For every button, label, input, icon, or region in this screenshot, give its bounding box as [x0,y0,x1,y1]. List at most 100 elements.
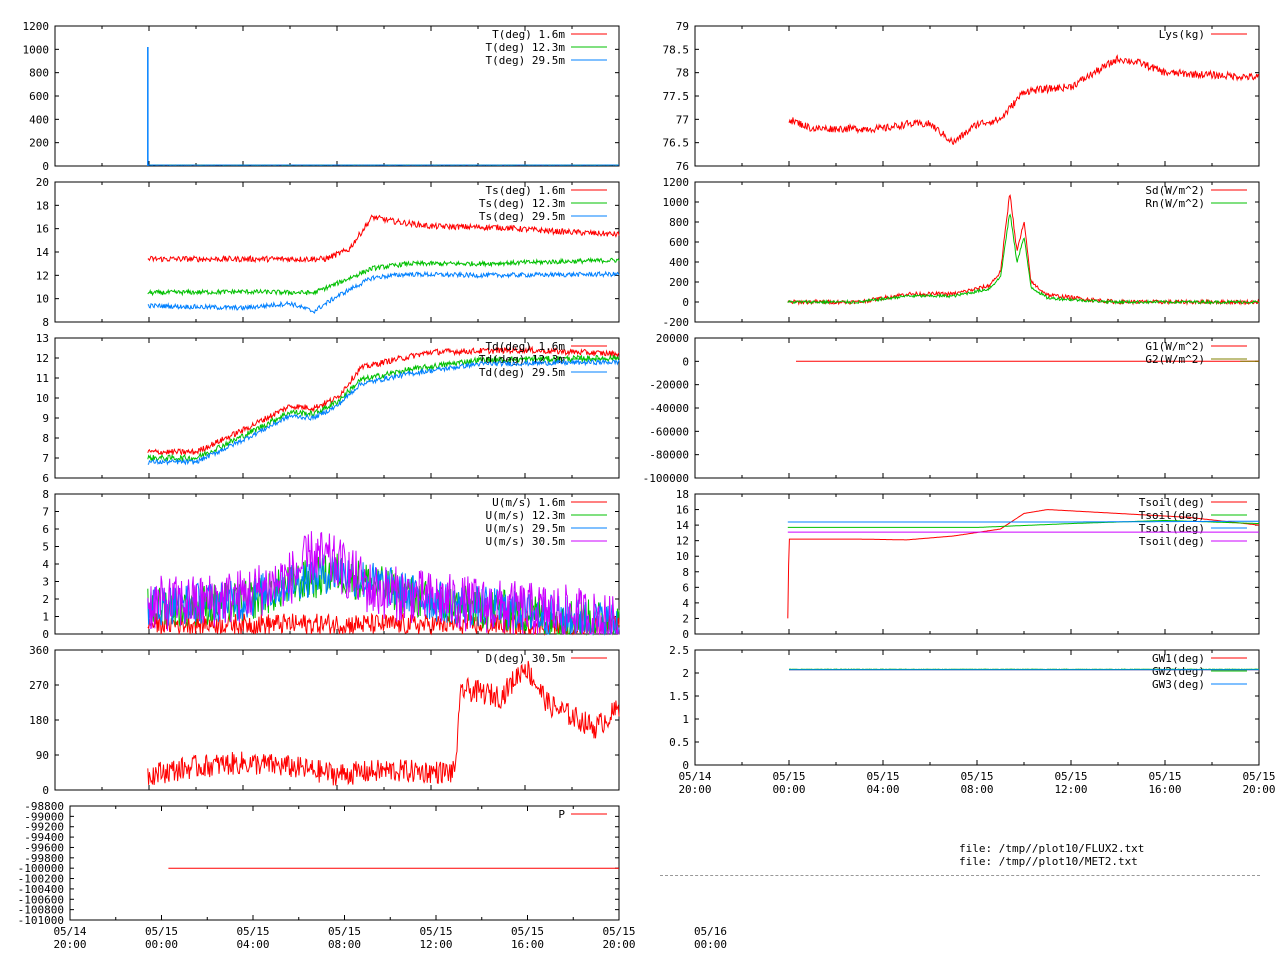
y-tick-label: 6 [42,472,49,485]
x-tick-label-date: 05/14 [53,925,86,938]
y-tick-label: 1 [42,611,49,624]
y-tick-label: 8 [682,566,689,579]
y-tick-label: 360 [29,644,49,657]
x-tick-label-date: 05/15 [772,770,805,783]
x-tick-label-time: 20:00 [678,783,711,796]
legend-label: U(m/s) 1.6m [492,496,565,509]
legend-label: GW2(deg) [1152,665,1205,678]
y-tick-label: -100000 [18,862,64,875]
y-tick-label: 10 [36,392,49,405]
y-tick-label: 800 [29,67,49,80]
y-tick-label: -40000 [649,402,689,415]
series-line-Lys-0 [788,54,1260,145]
y-tick-label: -100200 [18,873,64,886]
y-tick-label: 0 [682,296,689,309]
y-tick-label: 78.5 [663,43,690,56]
legend-label: T(deg) 29.5m [486,54,566,67]
legend-label: GW1(deg) [1152,652,1205,665]
y-tick-label: 90 [36,749,49,762]
y-tick-label: -99800 [24,852,64,865]
y-tick-label: 600 [669,236,689,249]
y-tick-label: -100800 [18,904,64,917]
x-tick-label-time: 00:00 [772,783,805,796]
legend-label: Tsoil(deg) [1139,496,1205,509]
x-tick-label-time: 16:00 [511,938,544,951]
x-tick-label-date: 05/16 [694,925,727,938]
x-tick-label-time: 04:00 [236,938,269,951]
y-tick-label: 7 [42,452,49,465]
series-line-Tsoil-1 [787,519,1260,528]
x-tick-label-time: 00:00 [694,938,727,951]
legend-label: Lys(kg) [1159,28,1205,41]
legend-label: Ts(deg) 1.6m [486,184,566,197]
y-tick-label: 16 [676,504,689,517]
y-tick-label: 8 [42,488,49,501]
y-tick-label: 1000 [663,196,690,209]
series-line-Tsoil-0 [787,509,1260,619]
x-tick-label-time: 12:00 [419,938,452,951]
x-tick-label-time: 08:00 [328,938,361,951]
series-line-Ts-0 [147,214,620,264]
y-tick-label: -20000 [649,379,689,392]
series-line-Ts-1 [147,256,620,297]
y-tick-label: 270 [29,679,49,692]
y-tick-label: 20000 [656,332,689,345]
y-tick-label: 9 [42,412,49,425]
y-tick-label: 800 [669,216,689,229]
y-tick-label: -99000 [24,810,64,823]
y-tick-label: 8 [42,432,49,445]
file-label-flux: file: /tmp//plot10/FLUX2.txt [959,842,1145,855]
y-tick-label: 2.5 [669,644,689,657]
series-line-Ts-2 [147,270,620,314]
y-tick-label: 0 [682,628,689,641]
y-tick-label: 79 [676,20,689,33]
y-tick-label: 5 [42,541,49,554]
legend-label: P [558,808,565,821]
legend-label: U(m/s) 29.5m [486,522,566,535]
y-tick-label: 4 [42,558,49,571]
y-tick-label: 4 [682,597,689,610]
y-tick-label: 6 [42,523,49,536]
y-tick-label: -100600 [18,893,64,906]
x-tick-label-date: 05/15 [1148,770,1181,783]
y-tick-label: 14 [36,246,50,259]
y-tick-label: -99400 [24,831,64,844]
y-tick-label: 12 [676,535,689,548]
legend-label: Tsoil(deg) [1139,522,1205,535]
x-tick-label-date: 05/15 [602,925,635,938]
y-tick-label: 0 [682,355,689,368]
y-tick-label: 200 [29,137,49,150]
x-tick-label-date: 05/14 [678,770,711,783]
y-tick-label: -99200 [24,821,64,834]
y-tick-label: -101000 [18,914,64,927]
y-tick-label: -99600 [24,841,64,854]
y-tick-label: 0 [682,759,689,772]
legend-label: Ts(deg) 12.3m [479,197,565,210]
y-tick-label: -200 [663,316,690,329]
legend-label: GW3(deg) [1152,678,1205,691]
y-tick-label: 76.5 [663,137,690,150]
y-tick-label: -80000 [649,449,689,462]
legend-label: Tsoil(deg) [1139,509,1205,522]
y-tick-label: 1 [682,713,689,726]
y-tick-label: 200 [669,276,689,289]
y-tick-label: 1200 [663,176,690,189]
y-tick-label: 77 [676,113,689,126]
legend-label: U(m/s) 12.3m [486,509,566,522]
y-tick-label: 10 [676,550,689,563]
y-tick-label: 400 [29,113,49,126]
x-tick-label-date: 05/15 [328,925,361,938]
x-tick-label-time: 16:00 [1148,783,1181,796]
series-line-Sd-0 [787,194,1260,306]
y-tick-label: 2 [682,612,689,625]
legend-label: T(deg) 1.6m [492,28,565,41]
series-line-Tsoil-2 [787,520,1259,523]
legend-label: Sd(W/m^2) [1145,184,1205,197]
y-tick-label: 7 [42,506,49,519]
legend-label: Rn(W/m^2) [1145,197,1205,210]
y-tick-label: 12 [36,352,49,365]
series-line-D-0 [147,660,620,786]
y-tick-label: 18 [676,488,689,501]
series-line-Td-2 [147,358,620,466]
